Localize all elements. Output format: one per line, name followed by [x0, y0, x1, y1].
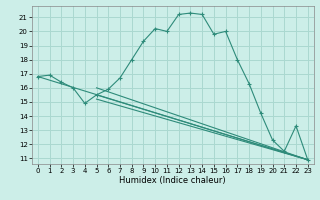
X-axis label: Humidex (Indice chaleur): Humidex (Indice chaleur) — [119, 176, 226, 185]
